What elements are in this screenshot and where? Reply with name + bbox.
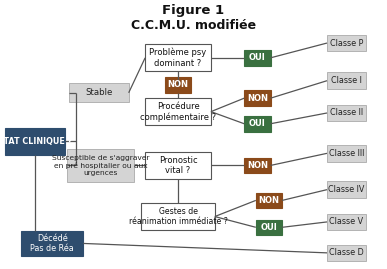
FancyBboxPatch shape — [244, 90, 271, 106]
FancyBboxPatch shape — [327, 145, 366, 162]
FancyBboxPatch shape — [244, 158, 271, 173]
FancyBboxPatch shape — [327, 72, 366, 89]
Text: Procédure
complémentaire ?: Procédure complémentaire ? — [140, 102, 216, 122]
Text: NON: NON — [247, 161, 268, 170]
Text: OUI: OUI — [249, 53, 266, 62]
Text: C.C.M.U. modifiée: C.C.M.U. modifiée — [131, 19, 256, 32]
Text: Figure 1: Figure 1 — [163, 4, 224, 17]
Text: Décédé
Pas de Réa: Décédé Pas de Réa — [30, 234, 74, 253]
FancyBboxPatch shape — [145, 44, 211, 71]
FancyBboxPatch shape — [69, 83, 128, 102]
FancyBboxPatch shape — [5, 128, 65, 155]
FancyBboxPatch shape — [244, 50, 271, 66]
FancyBboxPatch shape — [327, 105, 366, 121]
Text: NON: NON — [259, 196, 279, 205]
FancyBboxPatch shape — [327, 35, 366, 51]
Text: OUI: OUI — [249, 119, 266, 128]
Text: OUI: OUI — [260, 223, 277, 232]
Text: Classe V: Classe V — [329, 217, 363, 226]
Text: Pronostic
vital ?: Pronostic vital ? — [159, 156, 197, 175]
Text: Classe I: Classe I — [331, 76, 362, 85]
Text: NON: NON — [168, 80, 188, 89]
FancyBboxPatch shape — [244, 116, 271, 132]
Text: Classe IV: Classe IV — [328, 185, 365, 194]
Text: Classe D: Classe D — [329, 248, 364, 257]
FancyBboxPatch shape — [145, 98, 211, 125]
Text: Stable: Stable — [85, 88, 112, 97]
Text: ÉTAT CLINIQUE ?: ÉTAT CLINIQUE ? — [0, 136, 72, 146]
FancyBboxPatch shape — [256, 193, 282, 208]
FancyBboxPatch shape — [141, 203, 215, 230]
FancyBboxPatch shape — [256, 220, 282, 235]
FancyBboxPatch shape — [67, 148, 135, 182]
FancyBboxPatch shape — [165, 77, 191, 93]
Text: Problème psy
dominant ?: Problème psy dominant ? — [149, 48, 207, 68]
FancyBboxPatch shape — [327, 181, 366, 198]
FancyBboxPatch shape — [145, 152, 211, 179]
FancyBboxPatch shape — [327, 245, 366, 261]
FancyBboxPatch shape — [21, 231, 83, 256]
Text: Classe P: Classe P — [330, 38, 363, 48]
Text: Gestes de
réanimation immédiate ?: Gestes de réanimation immédiate ? — [128, 207, 228, 226]
FancyBboxPatch shape — [327, 214, 366, 230]
Text: Classe III: Classe III — [329, 149, 364, 158]
Text: Classe II: Classe II — [330, 108, 363, 118]
Text: Susceptible de s'aggraver
en pré hospitalier ou aux
urgences: Susceptible de s'aggraver en pré hospita… — [52, 155, 149, 176]
Text: NON: NON — [247, 94, 268, 103]
